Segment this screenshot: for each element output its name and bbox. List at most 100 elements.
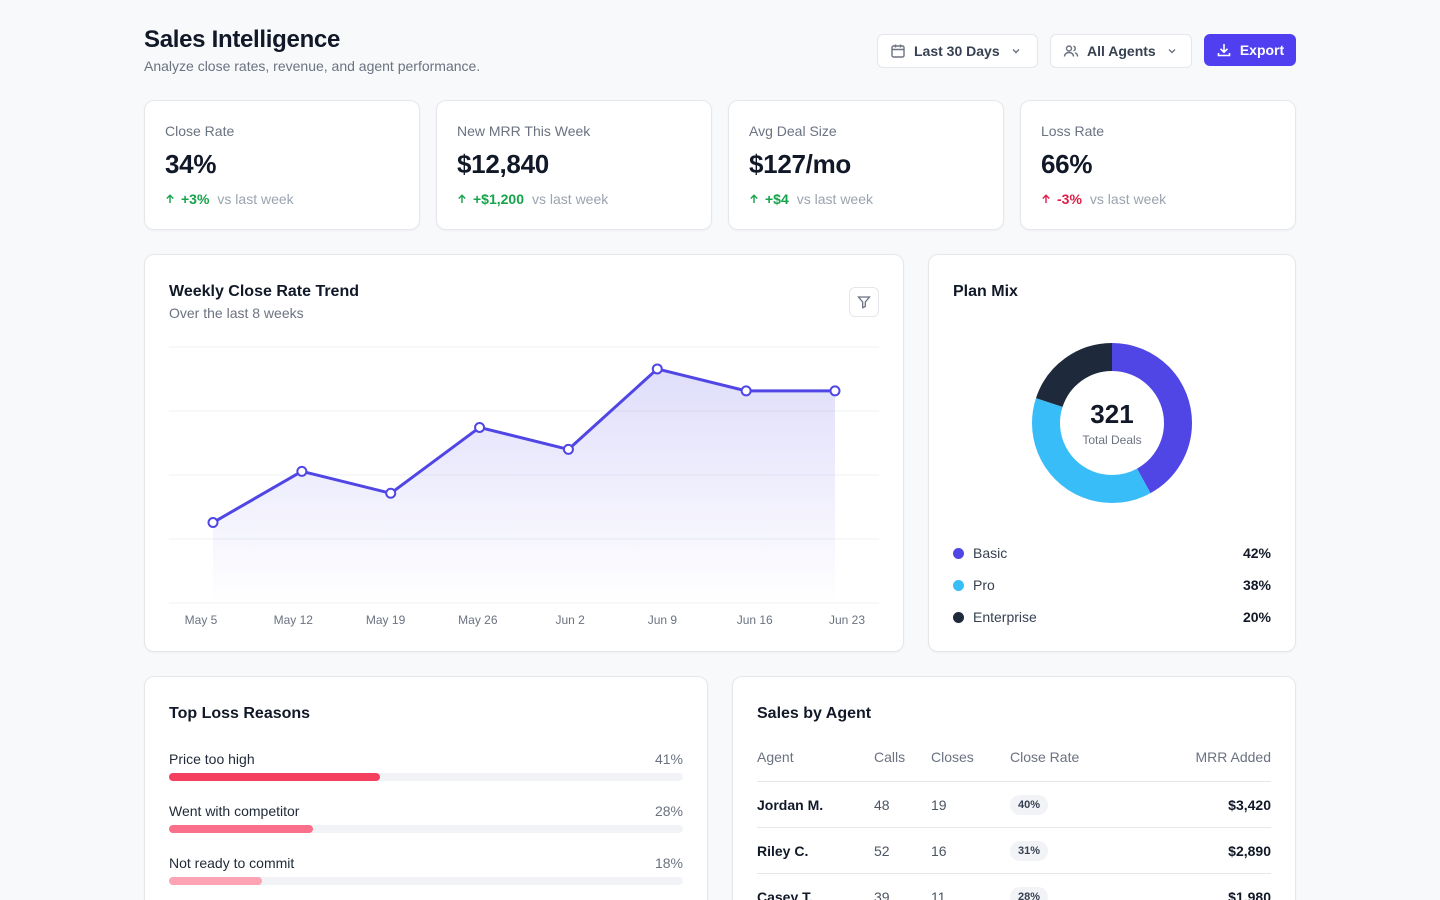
- column-header-agent[interactable]: Agent: [757, 749, 794, 765]
- donut-total: 321: [1090, 399, 1134, 429]
- legend-dot: [953, 579, 964, 591]
- kpi-delta: +3% vs last week: [165, 191, 294, 207]
- x-tick-label: May 19: [366, 613, 406, 627]
- kpi-delta: +$4 vs last week: [749, 191, 873, 207]
- kpi-value: 66%: [1041, 149, 1093, 179]
- kpi-label: Loss Rate: [1041, 123, 1105, 139]
- page-subtitle: Analyze close rates, revenue, and agent …: [144, 58, 481, 74]
- loss-reason-item: Price too high 41%: [169, 751, 683, 791]
- kpi-value: 34%: [165, 149, 217, 179]
- data-point[interactable]: [829, 385, 841, 397]
- loss-reason-bar: [169, 825, 313, 833]
- column-header-mrr[interactable]: MRR Added: [1195, 749, 1271, 765]
- table-divider: [757, 873, 1271, 874]
- filter-button[interactable]: [849, 287, 879, 317]
- kpi-card-new-mrr: New MRR This Week $12,840 +$1,200 vs las…: [436, 100, 712, 230]
- trend-card: Weekly Close Rate Trend Over the last 8 …: [144, 254, 904, 652]
- x-tick-label: Jun 2: [555, 613, 585, 627]
- x-tick-label: May 12: [274, 613, 314, 627]
- legend-item-enterprise: Enterprise 20%: [953, 607, 1271, 627]
- legend-dot: [953, 611, 964, 623]
- x-tick-label: May 26: [458, 613, 498, 627]
- kpi-card-loss-rate: Loss Rate 66% -3% vs last week: [1020, 100, 1296, 230]
- close-rate-badge: 40%: [1010, 795, 1049, 815]
- data-point[interactable]: [385, 487, 397, 499]
- arrow-up-icon: [1042, 194, 1050, 203]
- trend-line: [211, 367, 837, 525]
- kpi-delta-value: +$4: [765, 191, 789, 207]
- legend-pct: 38%: [1242, 577, 1271, 593]
- donut-slice-enterprise[interactable]: [1032, 343, 1192, 503]
- loss-reason-item: Not ready to commit 18%: [169, 855, 683, 895]
- kpi-delta-note: vs last week: [532, 191, 609, 207]
- chevron-down-icon: [1168, 49, 1176, 54]
- data-point[interactable]: [207, 517, 219, 529]
- legend-item-basic: Basic 42%: [953, 543, 1271, 563]
- loss-reason-item: Went with competitor 28%: [169, 803, 683, 843]
- agent-closes: 16: [931, 843, 947, 859]
- donut-caption: Total Deals: [1082, 433, 1142, 447]
- plan-mix-donut: [1032, 343, 1192, 503]
- kpi-delta-value: +3%: [181, 191, 210, 207]
- filter-icon: [857, 296, 871, 309]
- donut-slice-pro[interactable]: [1032, 343, 1192, 503]
- data-point[interactable]: [296, 465, 308, 477]
- loss-reason-label: Went with competitor: [169, 803, 300, 819]
- column-header-closes[interactable]: Closes: [931, 749, 974, 765]
- agents-title: Sales by Agent: [757, 705, 872, 722]
- agent-mrr: $2,890: [1228, 843, 1271, 859]
- agent-name: Casey T.: [757, 889, 814, 900]
- kpi-delta: +$1,200 vs last week: [457, 191, 608, 207]
- x-tick-label: May 5: [185, 613, 218, 627]
- page-header: Sales Intelligence Analyze close rates, …: [144, 24, 1296, 80]
- data-point[interactable]: [651, 363, 663, 375]
- kpi-value: $12,840: [457, 149, 549, 179]
- export-button[interactable]: Export: [1204, 34, 1296, 66]
- agent-closes: 11: [931, 889, 946, 900]
- column-header-calls[interactable]: Calls: [874, 749, 906, 765]
- agent-name: Riley C.: [757, 843, 809, 859]
- kpi-label: New MRR This Week: [457, 123, 591, 139]
- table-divider: [757, 781, 1271, 782]
- kpi-card-avg-deal-size: Avg Deal Size $127/mo +$4 vs last week: [728, 100, 1004, 230]
- agent-mrr: $1,980: [1228, 889, 1271, 900]
- agent-closes: 19: [931, 797, 947, 813]
- trend-chart: May 5 May 12 May 19 May 26 Jun 2 Jun 9 Jun 16 J…: [169, 346, 879, 627]
- x-tick-label: Jun 23: [829, 613, 865, 627]
- kpi-delta-value: +$1,200: [473, 191, 524, 207]
- export-label: Export: [1239, 42, 1285, 58]
- kpi-label: Avg Deal Size: [749, 123, 837, 139]
- loss-reasons-title: Top Loss Reasons: [169, 705, 311, 722]
- agent-calls: 39: [874, 889, 890, 900]
- loss-reasons-card: Top Loss Reasons Price too high 41% Went…: [144, 676, 708, 900]
- agents-select[interactable]: All Agents: [1050, 34, 1192, 68]
- legend-label: Enterprise: [973, 609, 1037, 625]
- kpi-delta-value: -3%: [1057, 191, 1082, 207]
- date-range-select[interactable]: Last 30 Days: [877, 34, 1038, 68]
- arrow-up-icon: [750, 194, 758, 203]
- trend-subtitle: Over the last 8 weeks: [169, 305, 304, 321]
- loss-reason-bar: [169, 773, 380, 781]
- kpi-delta-note: vs last week: [217, 191, 294, 207]
- loss-reason-label: Price too high: [169, 751, 255, 767]
- column-header-close-rate[interactable]: Close Rate: [1010, 749, 1080, 765]
- page-title: Sales Intelligence: [144, 26, 341, 53]
- chevron-down-icon: [1012, 49, 1020, 54]
- loss-reason-label: Not ready to commit: [169, 855, 295, 871]
- download-icon: [1217, 44, 1231, 57]
- legend-pct: 42%: [1242, 545, 1271, 561]
- table-divider: [757, 827, 1271, 828]
- loss-reason-track: [169, 877, 683, 885]
- agents-label: All Agents: [1087, 43, 1156, 59]
- legend-item-pro: Pro 38%: [953, 575, 1271, 595]
- data-point[interactable]: [740, 385, 752, 397]
- data-point[interactable]: [562, 443, 574, 455]
- loss-reason-pct: 41%: [654, 751, 683, 767]
- x-tick-label: Jun 9: [648, 613, 678, 627]
- agents-card: Sales by Agent Agent Calls Closes Close …: [732, 676, 1296, 900]
- arrow-up-icon: [166, 194, 174, 203]
- legend-label: Pro: [973, 577, 995, 593]
- data-point[interactable]: [474, 421, 486, 433]
- plan-mix-title: Plan Mix: [953, 283, 1018, 300]
- date-range-label: Last 30 Days: [914, 43, 1000, 59]
